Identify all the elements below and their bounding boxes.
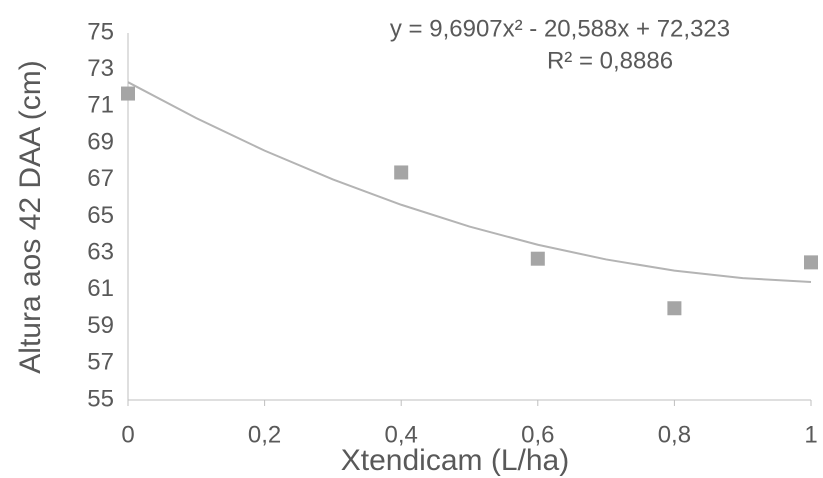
- data-point: [667, 301, 682, 316]
- y-tick-label: 73: [87, 55, 114, 82]
- data-point: [530, 251, 545, 266]
- y-tick-label: 69: [87, 128, 114, 155]
- y-tick-label: 61: [87, 275, 114, 302]
- y-tick-label: 75: [87, 18, 114, 45]
- data-point: [394, 165, 409, 180]
- x-tick-label: 0,2: [248, 421, 281, 448]
- data-point: [121, 86, 135, 101]
- x-tick-label: 0,8: [658, 421, 691, 448]
- y-tick-label: 57: [87, 349, 114, 376]
- x-tick-label: 0,4: [385, 421, 418, 448]
- data-point: [804, 255, 818, 270]
- trendline: [127, 81, 812, 284]
- y-tick-label: 65: [87, 202, 114, 229]
- x-axis-title: Xtendicam (L/ha): [341, 444, 569, 477]
- r-squared: R² = 0,8886: [547, 47, 673, 74]
- y-tick-label: 63: [87, 239, 114, 266]
- y-tick-label: 59: [87, 312, 114, 339]
- y-tick-label: 67: [87, 165, 114, 192]
- x-tick-label: 0,6: [521, 421, 554, 448]
- y-tick-label: 71: [87, 92, 114, 119]
- x-tick-label: 1: [804, 421, 817, 448]
- y-axis-title: Altura aos 42 DAA (cm): [14, 60, 47, 373]
- y-tick-label: 55: [87, 385, 114, 412]
- trend-equation: y = 9,6907x² - 20,588x + 72,323: [390, 15, 730, 42]
- x-tick-label: 0: [121, 421, 134, 448]
